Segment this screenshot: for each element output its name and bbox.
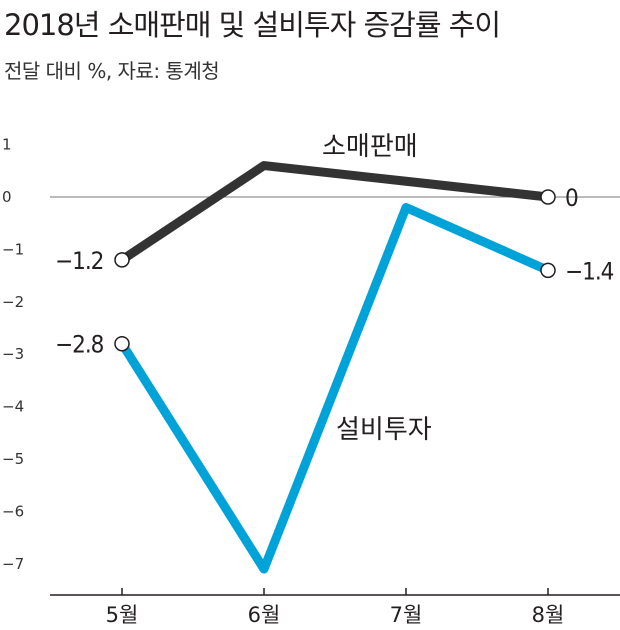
series-label-retail: 소매판매 xyxy=(322,132,418,162)
y-tick-label: −1 xyxy=(2,240,24,258)
x-tick-label: 5월 xyxy=(106,603,139,627)
series-label-investment: 설비투자 xyxy=(336,415,432,445)
series-line-investment xyxy=(117,202,553,574)
chart-subtitle: 전달 대비 %, 자료: 통계청 xyxy=(4,59,220,83)
data-point-marker xyxy=(540,262,556,279)
series-line-retail xyxy=(117,161,553,265)
data-label: −1.4 xyxy=(565,257,614,285)
y-tick-label: −2 xyxy=(2,293,24,311)
y-tick-label: −3 xyxy=(2,345,24,363)
y-tick-label: 1 xyxy=(2,136,12,154)
y-tick-label: −6 xyxy=(2,502,24,520)
data-point-marker xyxy=(114,252,130,268)
data-label: −1.2 xyxy=(55,247,103,275)
chart-title: 2018년 소매판매 및 설비투자 증감률 추이 xyxy=(4,8,501,42)
data-label: 0 xyxy=(565,184,578,212)
series-layer xyxy=(114,161,556,574)
y-axis-ticks: 1 0 −1 −2 −3 −4 −5 −6 −7 xyxy=(2,136,620,573)
x-tick-label: 6월 xyxy=(248,603,281,627)
y-tick-label: −4 xyxy=(2,398,24,416)
y-tick-label: −5 xyxy=(2,450,24,468)
data-point-marker xyxy=(540,189,556,205)
y-tick-label: 0 xyxy=(2,188,12,206)
y-tick-label: −7 xyxy=(2,555,24,573)
data-label: −2.8 xyxy=(55,331,104,359)
data-point-marker xyxy=(114,335,130,352)
x-axis: 5월 6월 7월 8월 xyxy=(50,588,620,627)
x-tick-label: 7월 xyxy=(390,603,423,627)
x-tick-label: 8월 xyxy=(532,603,565,627)
